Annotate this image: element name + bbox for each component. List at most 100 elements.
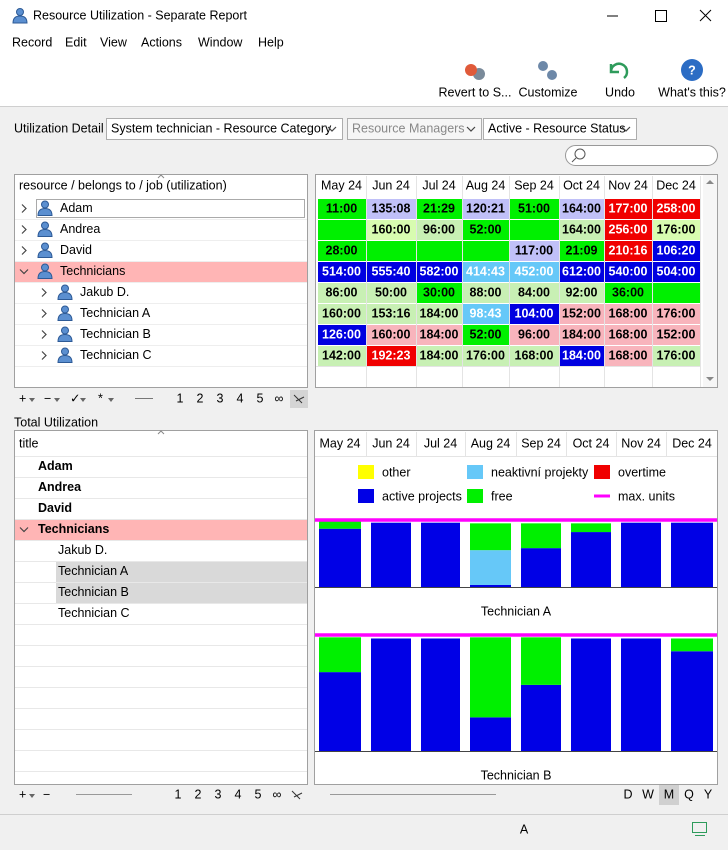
tree-tool[interactable]: − — [43, 787, 50, 801]
view-button[interactable]: Q — [684, 787, 694, 801]
view-button[interactable]: Y — [704, 787, 713, 801]
cell-value: 120:21 — [466, 201, 505, 215]
cell — [560, 304, 604, 324]
tree-row[interactable]: Technician B — [58, 585, 129, 599]
bar-segment — [319, 520, 361, 529]
cell — [560, 346, 604, 366]
toolbar-button[interactable]: Customize — [518, 85, 577, 99]
tree-tool[interactable]: ✓ — [70, 391, 80, 405]
level-button[interactable]: 1 — [177, 391, 184, 405]
tree-row[interactable]: Technicians — [60, 264, 125, 278]
cell-value: 117:00 — [515, 243, 553, 257]
cell — [318, 346, 366, 366]
level-button[interactable]: ∞ — [273, 787, 282, 801]
cell-value: 152:00 — [562, 306, 601, 320]
tree-row[interactable]: Jakub D. — [80, 285, 129, 299]
legend-label: neaktivní projekty — [491, 465, 589, 479]
level-button[interactable]: 2 — [195, 787, 202, 801]
chrome-bg — [0, 0, 728, 106]
cell — [367, 346, 416, 366]
month-header: Jun 24 — [372, 436, 410, 450]
cell-value: 168:00 — [609, 306, 648, 320]
cell-value: 176:00 — [657, 306, 696, 320]
bar-segment — [319, 672, 361, 751]
person-icon — [41, 221, 49, 230]
tree-row[interactable]: David — [60, 243, 92, 257]
level-button[interactable]: 4 — [237, 391, 244, 405]
focus-rect — [36, 199, 305, 218]
month-header: Sep 24 — [514, 178, 554, 192]
legend-label: other — [382, 465, 411, 479]
level-button[interactable]: 2 — [197, 391, 204, 405]
cell-value: 84:00 — [518, 285, 550, 299]
menu-item[interactable]: Record — [12, 35, 52, 49]
view-button[interactable]: M — [664, 787, 674, 801]
cell-value: 11:00 — [326, 201, 357, 215]
toolbar-button[interactable]: Undo — [605, 85, 635, 99]
cell-value: 164:00 — [562, 222, 601, 236]
panel-edge — [315, 784, 717, 785]
legend-label: max. units — [618, 489, 675, 503]
view-button[interactable]: D — [623, 787, 632, 801]
bar-segment — [470, 584, 511, 587]
bar-segment — [371, 638, 411, 751]
month-header: Oct 24 — [573, 436, 610, 450]
tree-row[interactable]: Adam — [60, 201, 93, 215]
dropdown[interactable]: Resource Managers — [352, 121, 465, 135]
cell — [463, 304, 509, 324]
cell — [510, 220, 559, 240]
menu-item[interactable]: Help — [258, 35, 284, 49]
level-button[interactable]: 1 — [175, 787, 182, 801]
cell-value: 184:00 — [420, 306, 459, 320]
menu-item[interactable]: Window — [198, 35, 243, 49]
tree-row[interactable]: Jakub D. — [58, 543, 107, 557]
cell — [653, 304, 700, 324]
person-icon — [12, 15, 28, 24]
menu-item[interactable]: Edit — [65, 35, 87, 49]
view-button[interactable]: W — [642, 787, 654, 801]
toolbar-button[interactable]: Revert to S... — [439, 85, 512, 99]
cell — [318, 220, 366, 240]
level-button[interactable]: 3 — [217, 391, 224, 405]
cell — [417, 283, 462, 303]
dropdown[interactable]: Active - Resource Status — [488, 121, 626, 135]
tree-tool[interactable]: * — [98, 391, 103, 405]
level-button[interactable]: ∞ — [275, 391, 284, 405]
menu-item[interactable]: View — [100, 35, 128, 49]
tree-tool[interactable]: − — [44, 391, 51, 405]
level-button[interactable]: 5 — [255, 787, 262, 801]
tree-row[interactable]: Technician C — [58, 606, 130, 620]
cell — [510, 262, 559, 282]
dropdown[interactable]: System technician - Resource Category — [111, 121, 332, 135]
revert-icon — [465, 64, 477, 76]
tree-tool[interactable]: + — [19, 391, 26, 405]
cell — [560, 220, 604, 240]
expander — [41, 288, 47, 297]
month-header: May 24 — [320, 436, 361, 450]
tree-row[interactable]: Technician A — [80, 306, 151, 320]
tree-row[interactable]: Technician C — [80, 348, 152, 362]
tree-row[interactable]: Technician B — [80, 327, 151, 341]
tree-tool[interactable]: + — [19, 787, 26, 801]
legend-swatch — [467, 465, 483, 479]
tree-row[interactable]: Andrea — [38, 480, 82, 494]
cell-value: 168:00 — [609, 348, 648, 362]
tree-row[interactable]: David — [38, 501, 72, 515]
menu-item[interactable]: Actions — [141, 35, 182, 49]
gear-icon — [538, 61, 548, 71]
tree-row[interactable]: Technician A — [58, 564, 129, 578]
search-icon — [571, 157, 577, 163]
cell — [653, 199, 700, 219]
tree-row[interactable]: Adam — [38, 459, 73, 473]
toolbar-button[interactable]: What's this? — [658, 85, 726, 99]
tree-row[interactable]: Technicians — [38, 522, 109, 536]
level-button[interactable]: 5 — [257, 391, 264, 405]
cell — [417, 262, 462, 282]
search-box[interactable] — [565, 145, 718, 166]
level-button[interactable]: 3 — [215, 787, 222, 801]
dropdown-arrow — [80, 398, 86, 402]
level-button[interactable]: 4 — [235, 787, 242, 801]
expander — [466, 126, 476, 132]
tree-row[interactable]: Andrea — [60, 222, 100, 236]
